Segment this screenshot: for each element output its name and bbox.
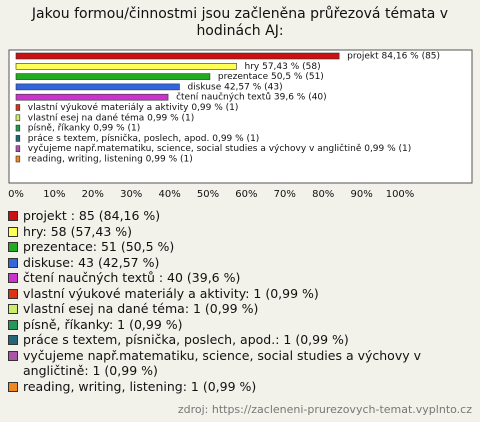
bar: [15, 52, 340, 60]
legend-label: reading, writing, listening: 1 (0,99 %): [23, 378, 257, 394]
legend-label: práce s textem, písnička, poslech, apod.…: [23, 332, 349, 347]
legend-swatch: [8, 273, 18, 283]
legend-item: vlastní výukové materiály a aktivity: 1 …: [8, 286, 472, 302]
x-tick-label: 60%: [235, 189, 257, 200]
value-label: písně, říkanky 0,99 % (1): [28, 124, 140, 134]
legend-item: vlastní esej na dané téma: 1 (0,99 %): [8, 301, 472, 317]
x-tick-label: 80%: [312, 189, 334, 200]
x-tick-label: 100%: [386, 189, 415, 200]
legend-label: diskuse: 43 (42,57 %): [23, 254, 160, 270]
bar: [15, 104, 21, 111]
legend-item: vyčujeme např.matematiku, science, socia…: [8, 348, 472, 379]
chart: 0% 10% 20% 30% 40% 50% 60% 70% 80% 90% 100% projekt…: [8, 49, 473, 200]
x-tick-label: 50%: [197, 189, 219, 200]
legend: projekt : 85 (84,16 %) hry: 58 (57,43 %) p…: [8, 208, 472, 394]
bar: [15, 124, 21, 132]
chart-title: Jakou formou/činnostmi jsou začleněna pr…: [31, 6, 449, 39]
legend-swatch: [8, 319, 18, 330]
bar: [15, 93, 169, 101]
bar: [15, 83, 180, 91]
legend-label: projekt : 85 (84,16 %): [23, 208, 161, 223]
x-tick-label: 70%: [274, 189, 296, 200]
value-label: vlastní esej na dané téma 0,99 % (1): [28, 112, 194, 123]
value-label: vyčujeme např.matematiku, science, socia…: [28, 143, 411, 154]
bar: [15, 135, 21, 142]
x-tick-label: 20%: [82, 189, 104, 200]
legend-item: diskuse: 43 (42,57 %): [8, 255, 472, 271]
value-label: prezentace 50,5 % (51): [218, 72, 324, 82]
legend-swatch: [8, 335, 18, 345]
bar: [15, 145, 21, 152]
legend-label: vlastní výukové materiály a aktivity: 1 …: [23, 285, 319, 301]
bar: [15, 73, 211, 80]
legend-swatch: [8, 226, 18, 237]
legend-item: hry: 58 (57,43 %): [8, 224, 472, 240]
legend-item: prezentace: 51 (50,5 %): [8, 239, 472, 255]
value-label: vlastní výukové materiály a aktivity 0,9…: [28, 102, 239, 113]
value-label: projekt 84,16 % (85): [347, 52, 440, 62]
legend-label: písně, říkanky: 1 (0,99 %): [23, 316, 183, 332]
value-label: diskuse 42,57 % (43): [187, 82, 282, 92]
legend-item: písně, říkanky: 1 (0,99 %): [8, 317, 472, 333]
legend-swatch: [8, 304, 18, 314]
bar: [15, 114, 21, 122]
plot-frame: [8, 49, 473, 184]
legend-swatch: [8, 288, 18, 299]
legend-label: čtení naučných textů : 40 (39,6 %): [23, 270, 241, 285]
x-tick-label: 90%: [350, 189, 372, 200]
legend-swatch: [8, 381, 18, 392]
legend-item: projekt : 85 (84,16 %): [8, 208, 472, 224]
legend-label: hry: 58 (57,43 %): [23, 223, 133, 239]
legend-item: práce s textem, písnička, poslech, apod.…: [8, 332, 472, 348]
value-label: hry 57,43 % (58): [245, 62, 321, 72]
x-tick-label: 40%: [158, 189, 180, 200]
x-tick-label: 30%: [120, 189, 142, 200]
value-label: práce s textem, písnička, poslech, apod.…: [28, 133, 260, 144]
legend-swatch: [8, 257, 18, 268]
legend-label: vlastní esej na dané téma: 1 (0,99 %): [23, 301, 259, 316]
bar: [15, 155, 21, 163]
x-tick-label: 0%: [8, 189, 24, 200]
legend-item: čtení naučných textů : 40 (39,6 %): [8, 270, 472, 286]
x-tick-label: 10%: [43, 189, 65, 200]
legend-label: prezentace: 51 (50,5 %): [23, 239, 175, 254]
value-label: reading, writing, listening 0,99 % (1): [28, 155, 193, 165]
legend-swatch: [8, 350, 18, 361]
value-label: čtení naučných textů 39,6 % (40): [176, 92, 327, 103]
legend-label: vyčujeme např.matematiku, science, socia…: [23, 347, 421, 379]
legend-swatch: [8, 242, 18, 252]
legend-item: reading, writing, listening: 1 (0,99 %): [8, 379, 472, 395]
source: zdroj: https://zacleneni-prurezovych-tem…: [177, 403, 472, 416]
legend-swatch: [8, 211, 18, 221]
bar: [15, 62, 237, 70]
